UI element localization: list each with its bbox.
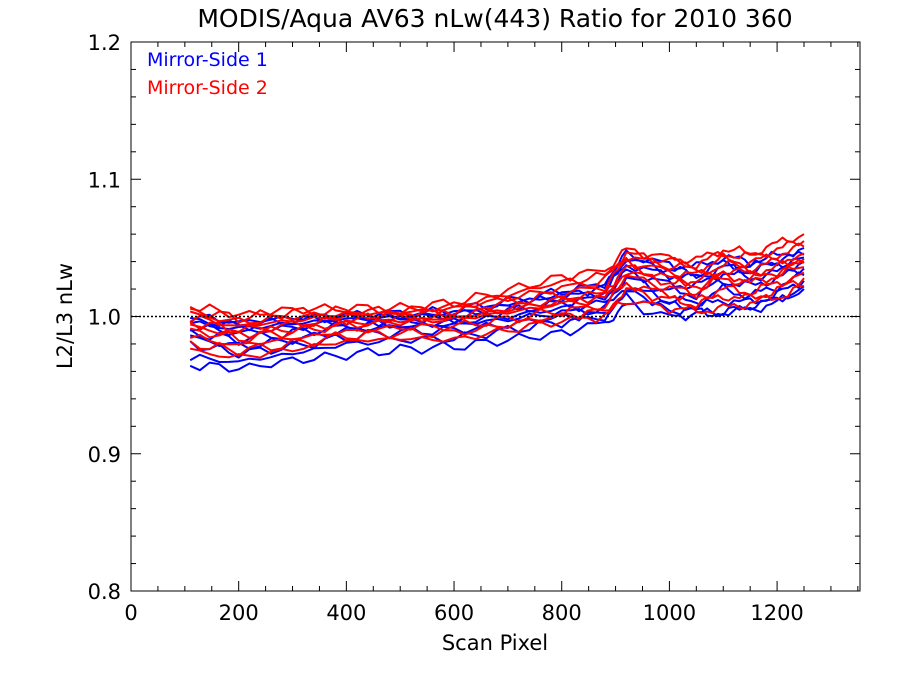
y-tick-label: 0.9 <box>88 443 121 467</box>
series-line-15 <box>189 240 805 324</box>
x-tick-label: 200 <box>219 601 259 625</box>
series-line-17 <box>189 271 805 346</box>
y-axis-label: L2/L3 nLw <box>53 263 77 369</box>
axis-ticks: 0 200 400 600 800 1000 1200 0.8 0.9 1.0 1.1 1.2 <box>88 31 860 625</box>
x-tick-label: 0 <box>124 601 137 625</box>
x-tick-label: 400 <box>326 601 366 625</box>
x-axis-label: Scan Pixel <box>442 631 548 655</box>
legend-entry-mirror-side-1: Mirror-Side 1 <box>147 49 268 71</box>
chart-title: MODIS/Aqua AV63 nLw(443) Ratio for 2010 … <box>197 4 792 33</box>
x-tick-label: 800 <box>542 601 582 625</box>
x-tick-label: 600 <box>434 601 474 625</box>
y-tick-label: 1.1 <box>88 168 121 192</box>
y-tick-label: 1.0 <box>88 306 121 330</box>
series-line-10 <box>190 284 805 359</box>
series-line-12 <box>189 258 805 334</box>
series-line-13 <box>189 252 805 327</box>
series-group <box>189 233 805 373</box>
x-tick-label: 1000 <box>643 601 696 625</box>
plot-area: 0 200 400 600 800 1000 1200 0.8 0.9 1.0 1.1 1.2 <box>88 31 861 625</box>
y-tick-label: 1.2 <box>88 31 121 55</box>
series-line-16 <box>189 233 805 319</box>
y-tick-label: 0.8 <box>88 580 121 604</box>
series-line-19 <box>189 277 805 357</box>
legend-entry-mirror-side-2: Mirror-Side 2 <box>147 77 268 99</box>
series-line-18 <box>189 258 805 339</box>
series-line-11 <box>189 265 805 343</box>
x-tick-label: 1200 <box>750 601 803 625</box>
